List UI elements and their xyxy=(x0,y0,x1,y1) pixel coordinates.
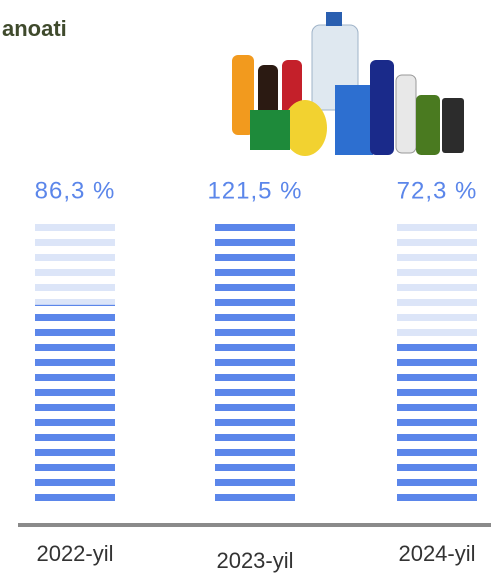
bar xyxy=(215,224,295,503)
value-label: 121,5 % xyxy=(207,177,302,204)
x-tick-label: 2022-yil xyxy=(36,541,113,566)
chart: anoati 86,3 % 2022-yil 121,5 % 2023-yil 72,3… xyxy=(0,0,491,576)
value-label: 72,3 % xyxy=(397,177,478,204)
bar xyxy=(397,337,477,503)
chart-title: anoati xyxy=(2,16,67,41)
value-label: 86,3 % xyxy=(35,177,116,204)
page: anoati 86,3 % 2022-yil 121,5 % 2023-yil 72,3… xyxy=(0,0,491,576)
x-tick-label: 2024-yil xyxy=(398,541,475,566)
bar xyxy=(35,305,115,503)
product-image xyxy=(232,12,464,156)
x-tick-label: 2023-yil xyxy=(216,548,293,573)
